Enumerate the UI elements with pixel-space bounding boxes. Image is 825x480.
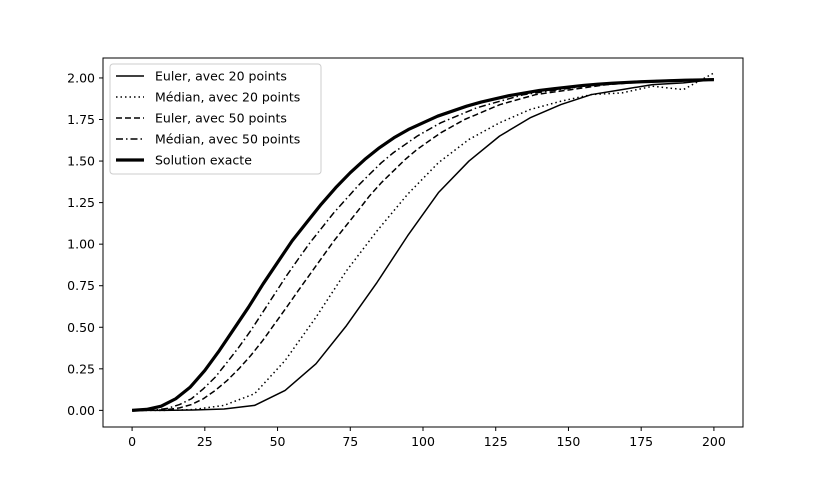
x-tick-label: 25	[197, 434, 213, 449]
x-axis: 0 25 50 75 100 125 150 175 200	[128, 427, 726, 449]
y-axis: 0.00 0.25 0.50 0.75 1.00 1.25 1.50 1.75 2.00	[67, 70, 103, 418]
y-tick-label: 0.50	[67, 320, 95, 335]
y-tick-label: 0.00	[67, 403, 95, 418]
x-tick-label: 125	[484, 434, 508, 449]
x-tick-label: 200	[702, 434, 726, 449]
legend: Euler, avec 20 points Médian, avec 20 poi…	[109, 63, 322, 175]
x-tick-label: 175	[629, 434, 653, 449]
series-layer	[131, 72, 715, 412]
legend-label-3: Médian, avec 50 points	[155, 132, 300, 147]
x-tick-label: 50	[270, 434, 286, 449]
legend-label-4: Solution exacte	[155, 153, 252, 168]
y-tick-label: 0.75	[67, 278, 95, 293]
y-tick-label: 2.00	[67, 70, 95, 85]
series-line-0	[132, 78, 714, 412]
series-line-3	[132, 78, 714, 412]
legend-box	[109, 63, 322, 175]
x-tick-label: 0	[128, 434, 136, 449]
y-tick-label: 1.00	[67, 237, 95, 252]
x-tick-label: 150	[557, 434, 581, 449]
legend-label-2: Euler, avec 50 points	[155, 111, 287, 126]
y-tick-label: 1.75	[67, 112, 95, 127]
y-tick-label: 1.25	[67, 195, 95, 210]
series-line-4	[131, 78, 714, 412]
y-tick-label: 0.25	[67, 361, 95, 376]
y-tick-label: 1.50	[67, 154, 95, 169]
x-tick-label: 75	[342, 434, 358, 449]
legend-label-0: Euler, avec 20 points	[155, 69, 287, 84]
legend-label-1: Médian, avec 20 points	[155, 90, 300, 105]
x-tick-label: 100	[411, 434, 435, 449]
